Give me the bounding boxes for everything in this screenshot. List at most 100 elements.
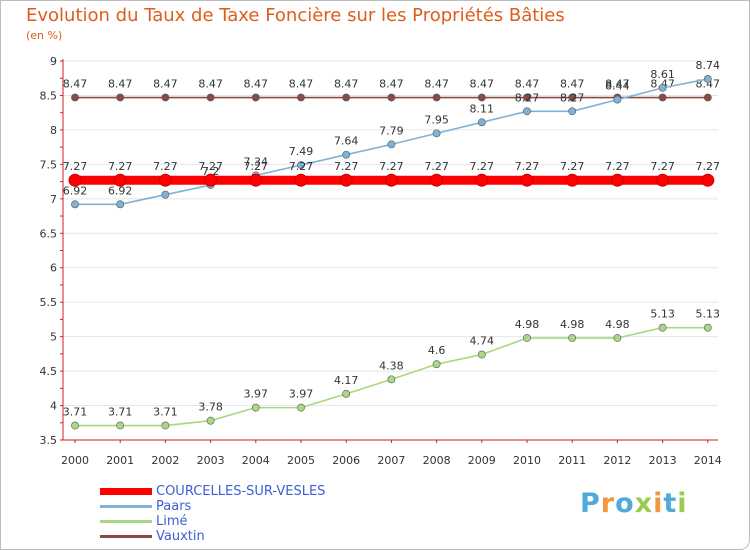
data-label: 3.71: [63, 406, 88, 419]
y-tick-label: 7.5: [40, 158, 58, 171]
data-label: 7.27: [515, 160, 540, 173]
data-point: [206, 416, 215, 425]
legend-swatch: [100, 520, 152, 523]
x-tick-label: 2008: [423, 454, 451, 467]
plot-area: 3.5 4 4.5 5 5.5 6 6.5 7 7.5 8 8.5 9 2000 2001 2002 2003…: [40, 55, 722, 467]
x-tick-label: 2001: [106, 454, 134, 467]
data-label: 4.6: [428, 344, 446, 357]
x-tick-label: 2009: [468, 454, 496, 467]
legend-swatch: [100, 535, 152, 538]
data-label: 7.27: [108, 160, 133, 173]
data-point: [523, 107, 531, 116]
data-point: [477, 350, 486, 359]
y-tick-label: 4: [50, 400, 57, 413]
x-tick-label: 2005: [287, 454, 315, 467]
data-point: [703, 75, 712, 83]
data-label: 8.47: [153, 78, 178, 91]
data-point: [568, 107, 577, 116]
data-label: 8.47: [379, 78, 404, 91]
data-point: [339, 173, 353, 187]
data-point: [204, 173, 218, 187]
data-label: 6.92: [63, 184, 88, 197]
y-tick-label: 8: [50, 124, 57, 137]
x-tick-label: 2007: [377, 454, 405, 467]
data-label: 8.47: [515, 78, 540, 91]
x-tick-label: 2012: [603, 454, 631, 467]
logo-letter: o: [615, 488, 635, 519]
data-label: 7.64: [334, 135, 359, 148]
data-point: [68, 173, 82, 187]
data-label: 7.27: [244, 160, 269, 173]
data-point: [297, 93, 305, 102]
data-point: [523, 334, 531, 342]
chart-subtitle: (en %): [26, 29, 63, 42]
y-tick-label: 5.5: [40, 296, 58, 309]
data-label: 7.49: [289, 145, 314, 158]
data-label: 8.27: [560, 91, 585, 104]
data-point: [116, 93, 125, 102]
data-label: 3.71: [108, 406, 133, 419]
y-tick-label: 7: [50, 193, 57, 206]
y-tick-label: 6: [50, 262, 57, 275]
data-label: 7.27: [198, 160, 223, 173]
x-tick-label: 2006: [332, 454, 360, 467]
data-point: [658, 323, 667, 332]
data-label: 8.27: [515, 91, 540, 104]
data-label: 3.97: [244, 388, 269, 401]
legend-label: Paars: [156, 499, 192, 514]
logo-letter: i: [677, 488, 688, 519]
y-tick-label: 5: [50, 331, 57, 344]
data-label: 8.44: [605, 80, 630, 93]
data-label: 4.98: [560, 318, 585, 331]
data-label: 5.13: [696, 308, 721, 321]
data-label: 8.47: [198, 78, 223, 91]
data-point: [387, 375, 396, 384]
data-point: [701, 173, 715, 187]
data-point: [206, 93, 215, 102]
data-label: 3.71: [153, 406, 178, 419]
legend-swatch: [100, 505, 152, 508]
data-label: 7.27: [470, 160, 495, 173]
data-label: 8.47: [560, 78, 585, 91]
data-point: [658, 93, 667, 102]
data-point: [477, 118, 486, 127]
data-label: 8.47: [470, 78, 495, 91]
data-point: [432, 360, 441, 369]
data-label: 6.92: [108, 184, 133, 197]
data-label: 7.2: [202, 165, 220, 178]
data-label: 7.79: [379, 124, 404, 137]
x-tick-label: 2013: [649, 454, 677, 467]
data-point: [613, 95, 622, 104]
data-label: 8.47: [424, 78, 449, 91]
data-point: [342, 150, 351, 159]
logo-letter: x: [634, 488, 654, 519]
x-tick-label: 2002: [151, 454, 179, 467]
data-point: [116, 200, 125, 209]
legend-swatch: [100, 488, 152, 495]
data-point: [703, 323, 712, 332]
data-label: 4.38: [379, 359, 404, 372]
logo-letter: P: [580, 488, 601, 519]
data-point: [387, 140, 396, 149]
data-point: [703, 93, 712, 102]
data-point: [430, 173, 444, 187]
data-label: 7.27: [289, 160, 314, 173]
data-label: 8.74: [696, 59, 721, 72]
data-point: [384, 173, 398, 187]
data-point: [432, 93, 441, 102]
data-label: 7.27: [650, 160, 675, 173]
data-point: [71, 421, 79, 430]
data-point: [161, 421, 170, 430]
data-point: [610, 173, 624, 187]
data-point: [520, 173, 534, 187]
data-label: 8.47: [289, 78, 314, 91]
data-label: 7.27: [153, 160, 178, 173]
data-point: [71, 93, 79, 102]
data-point: [432, 129, 441, 138]
data-label: 4.74: [470, 335, 495, 348]
x-tick-label: 2011: [558, 454, 586, 467]
data-label: 8.47: [334, 78, 359, 91]
data-point: [568, 334, 577, 342]
data-point: [161, 190, 170, 199]
data-point: [613, 334, 622, 342]
